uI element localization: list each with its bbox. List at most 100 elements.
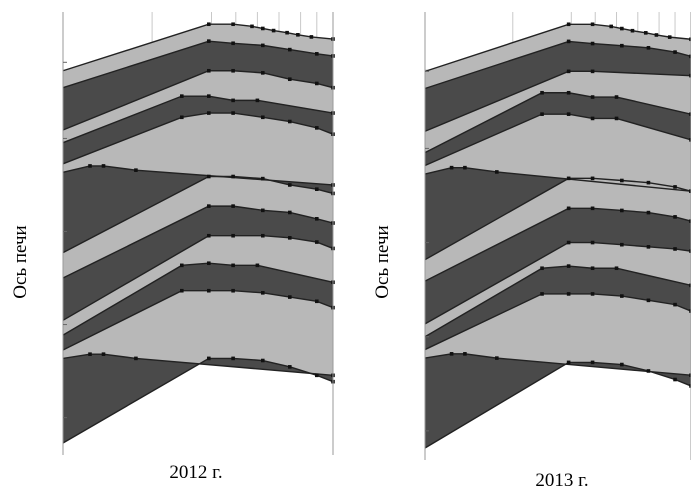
chart-2012-band-5 [63, 165, 333, 253]
chart-2012-point-2-5 [315, 81, 319, 86]
chart-2012-point-8-4 [288, 236, 292, 240]
chart-2013-point-1-1 [566, 39, 571, 44]
chart-2012-point-2-1 [207, 68, 211, 73]
chart-2013-boundary-line-10 [424, 293, 691, 351]
chart-2012-band-0 [63, 24, 333, 88]
chart-2012-title: 2012 г. [169, 462, 222, 483]
chart-2013-point-11-2 [463, 352, 467, 356]
chart-2013-point-0-3 [609, 24, 613, 29]
chart-2012-boundary-line-4 [62, 112, 334, 165]
chart-2012: Ось печи 2012 г. [10, 12, 335, 483]
chart-2012-point-8-3 [261, 233, 265, 238]
chart-2013-point-1-6 [689, 54, 691, 59]
chart-2013-point-7-4 [646, 210, 651, 215]
chart-2012-point-4-3 [231, 111, 235, 115]
chart-2013-point-10-4 [620, 294, 624, 298]
chart-2013-point-0-8 [667, 35, 672, 39]
chart-2012-point-2-4 [288, 77, 292, 82]
chart-2012-band-11 [63, 354, 333, 443]
chart-2013-lines [424, 22, 691, 449]
chart-2013-point-9-1 [540, 266, 544, 271]
chart-2012-point-0-2 [231, 22, 235, 27]
chart-2013-point-3-2 [566, 90, 571, 95]
chart-2012-point-10-3 [231, 288, 235, 293]
chart-2012-point-6-5 [315, 187, 319, 191]
chart-2013-point-9-3 [590, 266, 595, 271]
chart-2013-point-6-5 [673, 185, 677, 189]
chart-2013-point-0-2 [590, 22, 595, 27]
chart-2013-point-10-2 [566, 292, 571, 296]
chart-2013-point-8-6 [689, 249, 691, 253]
chart-2012-point-1-1 [207, 39, 211, 43]
chart-2012-point-9-4 [255, 263, 260, 268]
chart-2013-band-5 [425, 167, 691, 260]
chart-2013-boundary-line-9 [424, 265, 691, 338]
chart-2012-point-0-3 [250, 24, 254, 29]
chart-2012-point-0-8 [309, 35, 314, 39]
chart-2012-point-12-5 [315, 373, 319, 378]
chart-2012-point-12-3 [261, 358, 265, 363]
chart-2012-boundary-line-0 [62, 23, 334, 72]
chart-2012-point-6-2 [231, 174, 235, 179]
chart-2013-point-3-5 [689, 112, 691, 116]
chart-2012-point-3-3 [231, 98, 235, 103]
chart-2013: Ось печи 2013 г. [372, 12, 691, 491]
chart-2013-point-8-5 [673, 247, 677, 251]
chart-2012-point-2-3 [261, 71, 265, 75]
chart-2013-point-10-3 [590, 292, 595, 296]
chart-2013-point-10-7 [689, 309, 691, 313]
chart-2012-point-0-5 [271, 28, 276, 33]
chart-2012-point-7-2 [231, 204, 235, 208]
chart-2012-point-5-2 [101, 164, 106, 168]
chart-2013-ylabel: Ось печи [372, 225, 393, 298]
chart-2013-point-10-5 [646, 298, 651, 303]
chart-2012-lines [62, 22, 335, 444]
chart-2012-point-1-5 [315, 52, 319, 56]
chart-2013-point-8-4 [646, 245, 651, 249]
chart-2013-point-4-4 [614, 116, 619, 121]
chart-2013-band-8 [425, 242, 691, 337]
chart-2012-point-4-1 [180, 115, 184, 120]
chart-2013-point-11-4 [689, 373, 691, 378]
chart-2013-bands [425, 24, 691, 448]
chart-2012-band-2 [63, 70, 333, 143]
chart-2012-band-6 [63, 176, 333, 279]
chart-2013-band-10 [425, 293, 691, 376]
chart-2012-point-3-2 [207, 94, 211, 98]
chart-2013-point-4-1 [540, 112, 544, 116]
chart-2012-point-9-2 [207, 261, 211, 266]
chart-2013-point-0-9 [689, 37, 691, 42]
chart-2013-point-7-6 [689, 219, 691, 223]
chart-2013-point-4-3 [590, 116, 595, 121]
chart-2012-point-5-3 [134, 168, 138, 172]
chart-2013-boundary-line-3 [424, 92, 691, 154]
chart-2013-point-1-2 [590, 41, 595, 46]
chart-2013-point-3-4 [614, 95, 619, 99]
chart-2012-band-3 [63, 96, 333, 164]
chart-2012-boundary-line-3 [62, 95, 334, 144]
chart-2013-point-8-1 [566, 240, 571, 245]
chart-2013-point-0-7 [654, 33, 659, 37]
chart-2013-band-4 [425, 114, 691, 192]
chart-2013-point-12-2 [590, 360, 595, 365]
chart-2013-point-12-6 [689, 384, 691, 388]
chart-2013-point-6-2 [590, 176, 595, 181]
chart-2012-axes [62, 12, 334, 455]
chart-2012-point-10-1 [180, 288, 184, 293]
chart-2013-point-10-6 [673, 302, 677, 307]
chart-2013-point-9-4 [614, 266, 619, 271]
chart-2013-point-5-2 [463, 165, 467, 170]
chart-2012-point-1-3 [261, 43, 265, 48]
chart-2013-point-12-1 [566, 360, 571, 365]
chart-2013-band-0 [425, 24, 691, 89]
chart-2012-point-2-2 [231, 68, 235, 73]
chart-2012-band-8 [63, 235, 333, 336]
chart-2012-point-9-3 [231, 263, 235, 268]
chart-2012-point-6-4 [288, 183, 292, 187]
chart-2013-point-0-5 [630, 28, 635, 33]
chart-2012-point-11-1 [88, 352, 92, 356]
chart-2013-point-1-4 [646, 46, 651, 50]
chart-2013-point-11-1 [449, 352, 454, 356]
chart-2012-point-6-3 [261, 176, 265, 181]
